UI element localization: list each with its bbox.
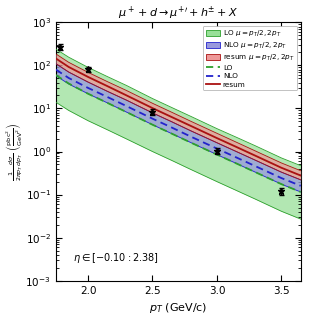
Legend: LO $\mu = p_T/2, 2p_T$, NLO $\mu = p_T/2, 2p_T$, resum $\mu = p_T/2, 2p_T$, LO, : LO $\mu = p_T/2, 2p_T$, NLO $\mu = p_T/2… [203,26,297,90]
Title: $\mu^+ + d \rightarrow \mu^{+\prime} + h^{\pm} + X$: $\mu^+ + d \rightarrow \mu^{+\prime} + h… [118,5,238,22]
X-axis label: $p_T$ (GeV/c): $p_T$ (GeV/c) [149,301,207,315]
Text: $\eta \in [-0.10 : 2.38]$: $\eta \in [-0.10 : 2.38]$ [73,251,159,265]
Y-axis label: $\frac{1}{2\pi p_T} \frac{d\sigma}{dp_T}$ $\left(\frac{\mathrm{pb\,c^2}}{\mathrm: $\frac{1}{2\pi p_T} \frac{d\sigma}{dp_T}… [4,122,24,181]
